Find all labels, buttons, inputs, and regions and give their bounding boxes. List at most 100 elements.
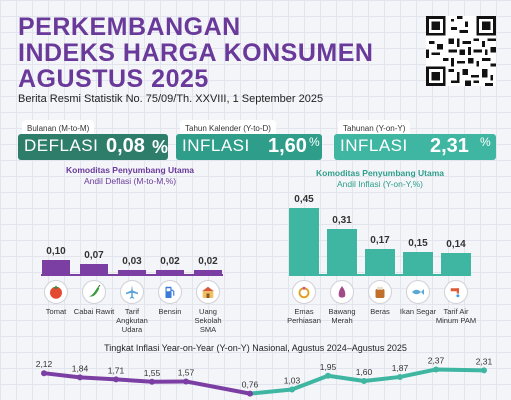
inflasi-bar-value: 0,31 — [332, 214, 352, 226]
stat-yoy-unit: % — [480, 135, 491, 149]
stat-yoy-body: INFLASI 2,31 % — [334, 134, 496, 160]
deflasi-title-line2: Andil Deflasi (M-to-M,%) — [83, 176, 177, 186]
deflasi-bar — [42, 260, 70, 274]
deflasi-bar — [118, 269, 146, 274]
inflasi-bar — [441, 253, 471, 274]
stat-mtm-value: 0,08 — [106, 135, 145, 157]
trend-point — [325, 372, 331, 379]
inflasi-bar-value: 0,15 — [408, 238, 428, 249]
trend-value-label: 0,76 — [242, 380, 259, 390]
inflasi-bar — [403, 252, 433, 274]
stat-mtm-unit: % — [152, 137, 169, 157]
deflasi-category-label: Bensin — [158, 307, 182, 316]
stat-yoy: Tahunan (Y-on-Y) INFLASI 2,31 % — [334, 120, 496, 160]
stat-ytd-period: Tahun Kalender (Y-to-D) — [180, 120, 276, 137]
trend-value-label: 2,37 — [428, 355, 445, 365]
stat-ytd-type: INFLASI — [182, 136, 250, 155]
trend-segment — [42, 371, 82, 380]
trend-segment — [398, 367, 438, 379]
deflasi-category-label: Cabai Rawit — [73, 307, 115, 316]
stat-ytd: Tahun Kalender (Y-to-D) INFLASI 1,60 % — [176, 120, 322, 160]
trend-chart: 2,12 1,84 1,71 1,55 1,57 0,76 1,03 1,95 1,60 1,87… — [36, 355, 493, 397]
water-tap-icon — [444, 280, 468, 304]
trend-point — [247, 390, 253, 397]
page-subtitle: Berita Resmi Statistik No. 75/09/Th. XXV… — [18, 93, 324, 105]
stat-yoy-type: INFLASI — [340, 136, 408, 155]
stat-ytd-unit: % — [309, 135, 320, 149]
jewelry-icon — [292, 280, 316, 304]
stat-ytd-body: INFLASI 1,60 % — [176, 134, 322, 160]
trend-value-label: 1,60 — [356, 367, 373, 377]
deflasi-bar-value: 0,02 — [198, 256, 218, 267]
deflasi-category-label: Uang Sekolah SMA — [194, 307, 222, 334]
stat-yoy-value: 2,31 — [430, 135, 469, 157]
page-title-line2: INDEKS HARGA KONSUMEN — [18, 39, 374, 67]
fish-icon — [406, 280, 430, 304]
shallot-icon — [330, 280, 354, 304]
trend-segment — [114, 377, 154, 384]
deflasi-bar — [194, 270, 222, 274]
inflasi-category-label: Bawang Merah — [328, 307, 356, 325]
inflasi-baseline — [289, 274, 471, 276]
trend-value-label: 1,03 — [284, 376, 301, 386]
fuel-pump-icon — [158, 280, 182, 304]
inflasi-bar-value: 0,17 — [370, 235, 390, 247]
trend-point — [397, 373, 403, 380]
trend-value-label: 1,71 — [108, 365, 125, 375]
trend-segment — [434, 367, 486, 373]
trend-value-label: 1,84 — [72, 363, 89, 373]
deflasi-category-label: Tomat — [45, 307, 67, 316]
trend-value-label: 2,12 — [36, 359, 53, 369]
inflasi-bar — [289, 208, 319, 274]
trend-point — [481, 367, 487, 374]
trend-segment — [326, 373, 366, 383]
trend-value-label: 1,55 — [144, 368, 161, 378]
deflasi-baseline — [41, 274, 223, 276]
deflasi-bar-value: 0,02 — [160, 256, 180, 267]
deflasi-title: Komoditas Penyumbang Utama Andil Deflasi… — [30, 165, 230, 187]
stat-mtm-period: Bulanan (M-to-M) — [22, 120, 95, 137]
deflasi-bar — [156, 270, 184, 274]
trend-title: Tingkat Inflasi Year-on-Year (Y-on-Y) Na… — [104, 343, 407, 353]
trend-value-label: 1,87 — [392, 363, 409, 373]
trend-segment — [78, 375, 118, 382]
page-title-line3: AGUSTUS 2025 — [18, 65, 209, 93]
deflasi-category-label: Tarif Angkutan Udara — [116, 307, 148, 334]
stat-yoy-period: Tahunan (Y-on-Y) — [338, 120, 411, 137]
rice-icon — [368, 280, 392, 304]
chili-icon — [82, 280, 106, 304]
inflasi-bar — [327, 228, 357, 274]
deflasi-bar-value: 0,03 — [122, 255, 142, 267]
airplane-icon — [120, 280, 144, 304]
trend-segment — [362, 374, 402, 383]
inflasi-title: Komoditas Penyumbang Utama Andil Inflasi… — [290, 168, 470, 190]
inflasi-title-line1: Komoditas Penyumbang Utama — [316, 168, 444, 178]
tomato-icon — [44, 280, 68, 304]
trend-segment — [290, 373, 330, 392]
trend-point — [41, 370, 47, 377]
inflasi-category-label: Ikan Segar — [399, 307, 437, 316]
school-icon — [196, 280, 220, 304]
stat-mtm: Bulanan (M-to-M) DEFLASI 0,08 % — [18, 120, 168, 160]
inflasi-category-label: Emas Perhiasan — [287, 307, 321, 325]
inflasi-bar-value: 0,14 — [446, 239, 466, 251]
inflasi-bar-value: 0,45 — [294, 194, 314, 205]
deflasi-bar — [80, 264, 108, 274]
trend-point — [113, 376, 119, 383]
trend-point — [183, 378, 189, 385]
deflasi-bar-value: 0,07 — [84, 250, 104, 262]
trend-point — [289, 386, 295, 393]
inflasi-category-label: Beras — [370, 307, 390, 316]
deflasi-bar-value: 0,10 — [46, 246, 66, 257]
trend-value-label: 2,31 — [476, 356, 493, 366]
stat-mtm-body: DEFLASI 0,08 % — [18, 134, 168, 160]
qr-code-icon[interactable] — [426, 16, 496, 86]
trend-point — [77, 374, 83, 381]
trend-segment — [248, 387, 294, 396]
inflasi-bar — [365, 249, 395, 274]
trend-point — [361, 378, 367, 384]
stat-mtm-type: DEFLASI — [24, 136, 99, 155]
deflasi-title-line1: Komoditas Penyumbang Utama — [66, 165, 194, 175]
inflasi-category-label: Tarif Air Minum PAM — [435, 307, 477, 325]
stat-ytd-value: 1,60 — [268, 135, 307, 157]
